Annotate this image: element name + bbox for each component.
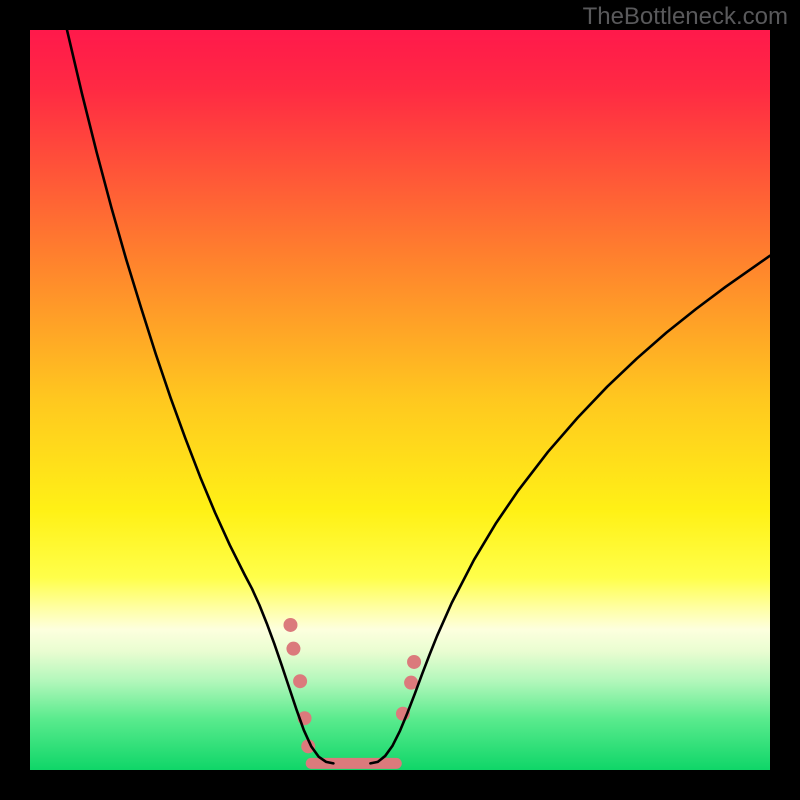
watermark-text: TheBottleneck.com — [583, 3, 788, 31]
bottleneck-curve-chart — [0, 0, 800, 800]
chart-container: TheBottleneck.com — [0, 0, 800, 800]
